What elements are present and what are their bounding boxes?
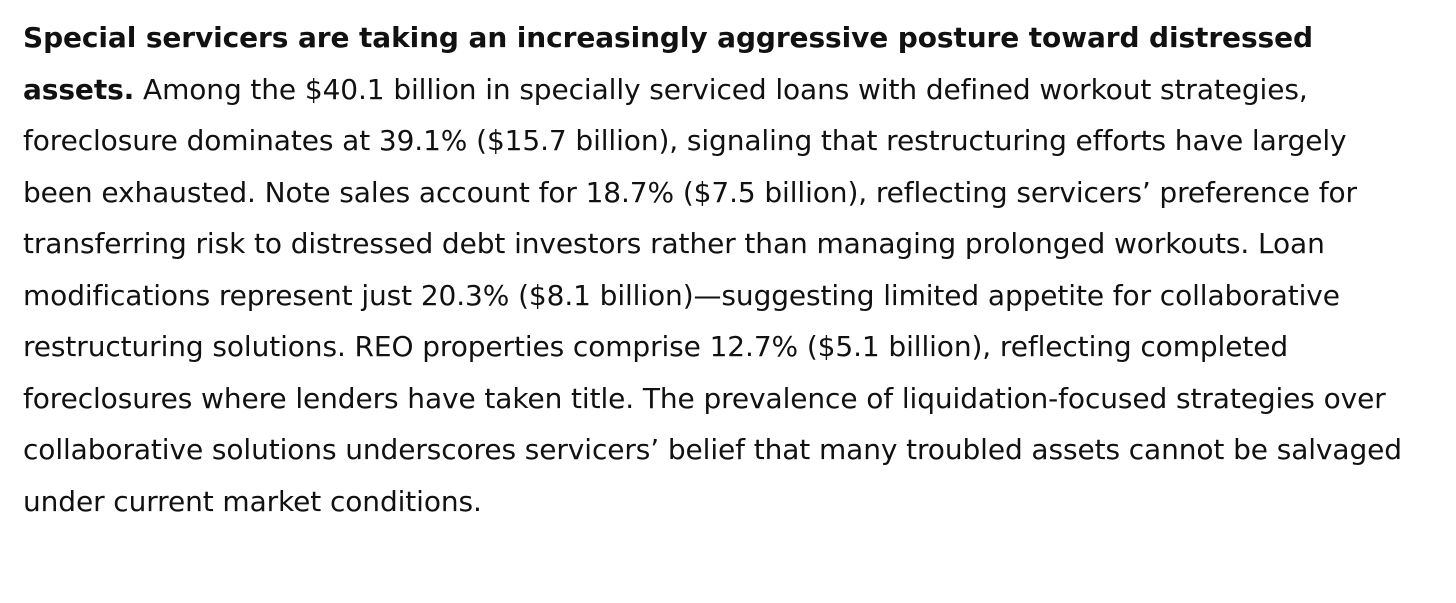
article-paragraph: Special servicers are taking an increasi…	[23, 12, 1423, 527]
article-page: Special servicers are taking an increasi…	[23, 12, 1423, 527]
body-text: Among the $40.1 billion in specially ser…	[23, 72, 1402, 518]
lead-sentence: Special servicers are taking an increasi…	[23, 21, 1313, 106]
